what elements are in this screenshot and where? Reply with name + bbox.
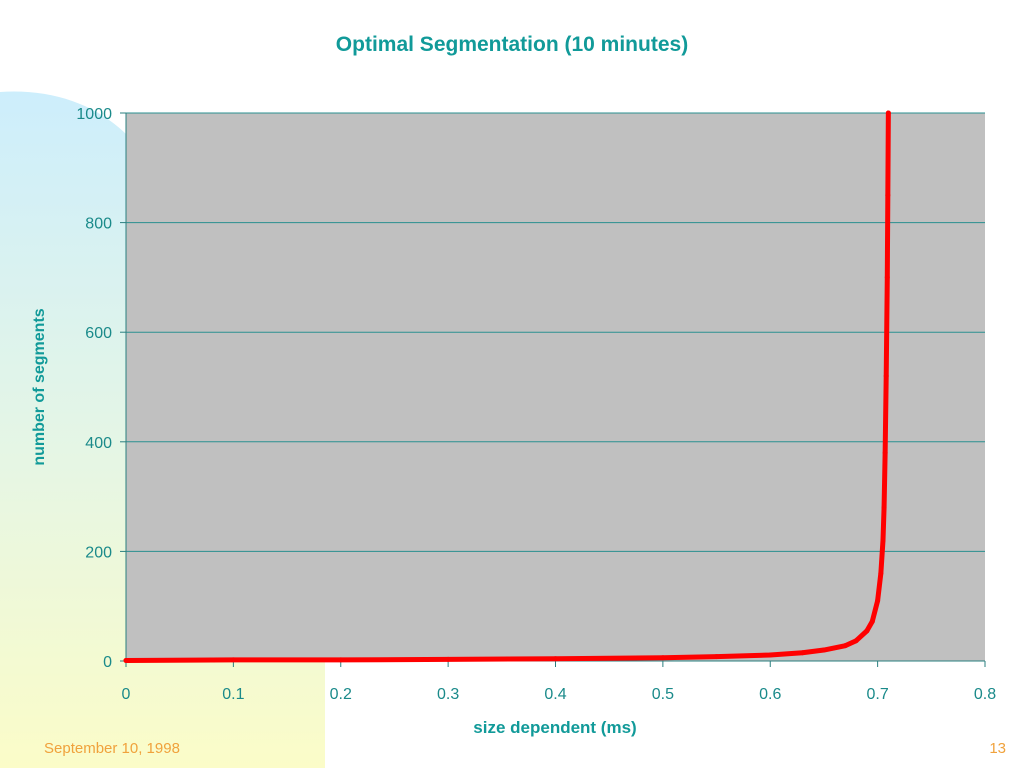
series-group <box>123 110 891 663</box>
data-point <box>883 373 889 379</box>
chart-title: Optimal Segmentation (10 minutes) <box>335 33 689 56</box>
data-point <box>714 654 720 660</box>
page-number: 13 <box>989 740 1006 757</box>
y-tick-label: 800 <box>85 216 112 233</box>
data-point <box>445 656 451 662</box>
data-point <box>230 657 236 663</box>
y-tick-label: 200 <box>85 544 112 561</box>
data-point <box>660 655 666 661</box>
x-tick-label: 0.3 <box>437 686 459 703</box>
y-tick-label: 0 <box>103 654 112 671</box>
data-point <box>869 619 875 625</box>
data-point <box>878 570 884 576</box>
y-tick-label: 400 <box>85 435 112 452</box>
x-tick-label: 0 <box>122 686 131 703</box>
data-point <box>842 643 848 649</box>
y-tick-label: 1000 <box>76 106 112 123</box>
x-tick-label: 0.6 <box>759 686 781 703</box>
data-point <box>553 656 558 662</box>
y-tick-label: 600 <box>85 325 112 342</box>
data-point <box>884 274 890 280</box>
y-axis: 0 200 400 600 800 1000 <box>76 106 127 671</box>
data-point <box>853 638 859 644</box>
plot-area <box>126 113 985 661</box>
x-tick-label: 0.4 <box>544 686 566 703</box>
data-point <box>882 450 888 456</box>
data-point <box>799 650 805 656</box>
footer-date: September 10, 1998 <box>44 740 180 757</box>
x-tick-label: 0.5 <box>652 686 674 703</box>
data-point <box>338 657 344 663</box>
data-point <box>885 110 891 116</box>
x-tick-label: 0.7 <box>867 686 889 703</box>
x-axis: 0 0.1 0.2 0.3 0.4 0.5 0.6 0.7 0.8 <box>122 660 996 703</box>
data-point <box>880 537 886 543</box>
grid-lines <box>126 112 985 552</box>
data-point <box>864 628 870 634</box>
x-axis-label: size dependent (ms) <box>473 718 637 737</box>
data-point <box>885 192 891 198</box>
data-point <box>875 598 881 604</box>
data-point <box>123 657 129 663</box>
x-tick-label: 0.1 <box>222 686 244 703</box>
data-point <box>767 652 773 658</box>
x-tick-label: 0.8 <box>974 686 996 703</box>
y-axis-label: number of segments <box>31 308 48 466</box>
data-point <box>821 647 827 653</box>
data-point <box>881 505 887 511</box>
x-tick-label: 0.2 <box>330 686 352 703</box>
